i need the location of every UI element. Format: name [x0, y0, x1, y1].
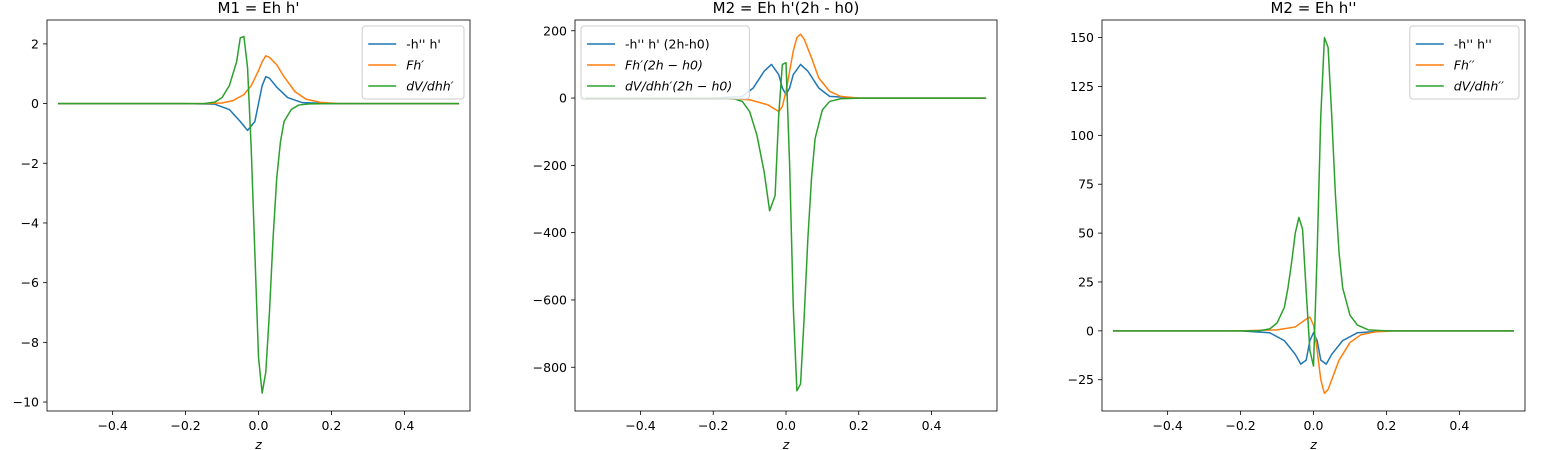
- chart1-y-tick-label: −2: [21, 156, 39, 171]
- chart2-y-tick-label: 200: [543, 23, 567, 38]
- chart-2: M2 = Eh h'(2h - h0) −0.4 −0.2 0.0 0.2 0.4 z −80…: [533, 0, 998, 450]
- chart3-y-tick-label: 0: [1086, 323, 1094, 338]
- chart2-x-tick-label: 0.0: [776, 418, 796, 433]
- chart1-y-tick-label: −8: [21, 335, 39, 350]
- chart2-x-axis-label: z: [782, 437, 790, 450]
- chart2-legend-label: dV/dhh′(2h − h0): [625, 79, 732, 94]
- chart-3: M2 = Eh h'' −0.4 −0.2 0.0 0.2 0.4 z −25 0 25 50 75 1…: [1068, 0, 1526, 450]
- chart2-series-line-dv-dhh-2h-h0: [585, 61, 987, 392]
- chart2-y-tick-label: 0: [559, 91, 567, 106]
- chart3-series-line-dv-dhh: [1112, 36, 1515, 367]
- chart3-y-tick-label: 100: [1070, 128, 1094, 143]
- chart2-x-tick-label: 0.4: [922, 418, 942, 433]
- chart2-y-tick-label: −600: [533, 292, 567, 307]
- chart1-y-tick-label: −4: [21, 215, 39, 230]
- chart3-legend-label: -h'' h'': [1454, 37, 1492, 52]
- chart1-y-tick-label: −6: [21, 275, 39, 290]
- chart2-y-tick-label: −400: [533, 225, 567, 240]
- chart2-x-tick-label: −0.4: [625, 418, 655, 433]
- chart2-x-tick-label: 0.2: [849, 418, 869, 433]
- chart3-y-tick-label: 25: [1078, 274, 1094, 289]
- chart3-x-tick-label: 0.4: [1449, 418, 1469, 433]
- chart3-x-tick-label: −0.4: [1152, 418, 1182, 433]
- chart1-x-tick-label: 0.0: [249, 418, 269, 433]
- chart3-series-line-h-h: [1112, 330, 1515, 365]
- chart1-title: M1 = Eh h': [218, 0, 300, 17]
- chart3-legend-label: dV/dhh′′: [1454, 79, 1504, 94]
- chart3-series-line-fh: [1112, 316, 1515, 395]
- chart3-x-axis-label: z: [1309, 437, 1317, 450]
- chart2-y-tick-label: −200: [533, 158, 567, 173]
- chart2-title: M2 = Eh h'(2h - h0): [713, 0, 860, 17]
- chart1-legend-label: Fh′: [406, 58, 424, 73]
- chart1-x-tick-label: 0.4: [394, 418, 414, 433]
- chart2-legend-label: -h'' h' (2h-h0): [625, 37, 710, 52]
- chart2-legend-label: Fh′(2h − h0): [625, 58, 703, 73]
- chart1-x-axis-label: z: [254, 437, 262, 450]
- chart3-y-tick-label: 150: [1070, 30, 1094, 45]
- chart3-y-tick-label: 125: [1070, 79, 1094, 94]
- chart3-title: M2 = Eh h'': [1270, 0, 1356, 17]
- chart1-legend-label: -h'' h': [406, 37, 441, 52]
- chart1-y-tick-label: 2: [31, 36, 39, 51]
- chart1-x-tick-label: 0.2: [321, 418, 341, 433]
- chart3-y-tick-label: −25: [1068, 372, 1094, 387]
- chart1-x-tick-label: −0.4: [97, 418, 127, 433]
- chart1-x-tick-label: −0.2: [170, 418, 200, 433]
- chart1-y-tick-label: −10: [13, 395, 39, 410]
- chart2-legend: -h'' h' (2h-h0) Fh′(2h − h0) dV/dhh′(2h − …: [580, 25, 750, 100]
- chart2-y-tick-label: −800: [533, 360, 567, 375]
- chart2-x-tick-label: −0.2: [698, 418, 728, 433]
- chart1-series-line-h-h: [57, 75, 460, 132]
- chart1-y-tick-label: 0: [31, 96, 39, 111]
- chart-1: M1 = Eh h' −0.4 −0.2 0.0 0.2 0.4 z −10 −8 −6 −4 −2 0…: [13, 0, 471, 450]
- chart3-legend-label: Fh′′: [1454, 58, 1475, 73]
- chart3-legend: -h'' h'' Fh′′ dV/dhh′′: [1409, 25, 1520, 100]
- chart1-legend: -h'' h' Fh′ dV/dhh′: [361, 25, 465, 100]
- chart1-series-line-fh: [57, 55, 460, 105]
- chart1-series-line-dv-dhh: [57, 35, 460, 394]
- chart3-y-tick-label: 75: [1078, 177, 1094, 192]
- chart2-series-line-fh-2h-h0: [585, 33, 987, 113]
- chart3-x-tick-label: −0.2: [1225, 418, 1255, 433]
- chart1-legend-label: dV/dhh′: [406, 79, 453, 94]
- chart3-y-tick-label: 50: [1078, 226, 1094, 241]
- chart2-legend-box: [580, 25, 750, 100]
- chart3-x-tick-label: 0.0: [1304, 418, 1324, 433]
- chart3-x-tick-label: 0.2: [1376, 418, 1396, 433]
